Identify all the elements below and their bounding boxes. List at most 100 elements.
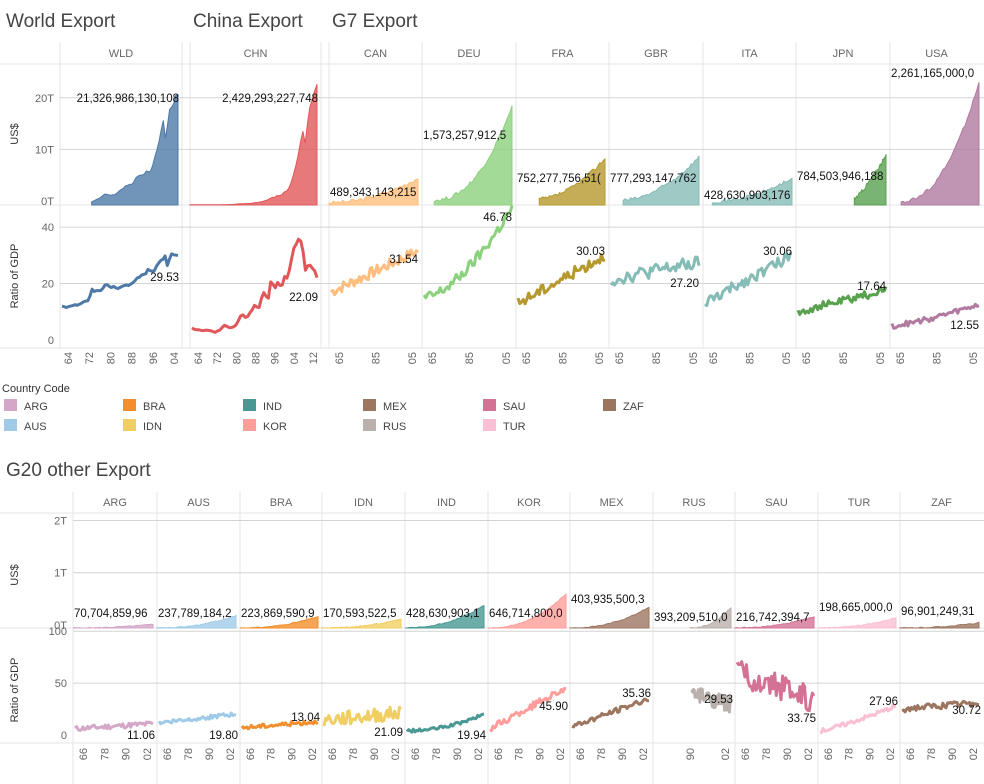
column-header-ind: IND — [437, 497, 456, 509]
legend-swatch-aus[interactable] — [4, 419, 17, 431]
x-tick-label: 90 — [782, 748, 794, 760]
column-header-fra: FRA — [552, 48, 575, 60]
data-label-mex-usd: 403,935,500,3 — [571, 594, 645, 606]
area-zaf[interactable] — [899, 621, 980, 629]
x-tick-label: 78 — [844, 748, 856, 760]
x-tick-label: 02 — [803, 748, 815, 760]
area-tur[interactable] — [817, 617, 897, 629]
data-label-deu-ratio: 46.78 — [483, 212, 512, 224]
line-ind[interactable] — [405, 712, 485, 734]
area-gbr[interactable] — [622, 155, 700, 206]
area-usa[interactable] — [900, 82, 980, 206]
line-idn[interactable] — [322, 705, 403, 727]
legend-swatch-mex[interactable] — [363, 399, 376, 411]
x-tick-label: 02 — [390, 748, 402, 760]
x-tick-label: 85 — [464, 352, 476, 364]
data-label-tur-usd: 198,665,000,0 — [819, 602, 893, 614]
line-tur[interactable] — [819, 703, 897, 735]
x-tick-label: 05 — [407, 352, 419, 364]
line-usa[interactable] — [890, 302, 980, 330]
line-ita[interactable] — [704, 252, 793, 308]
column-header-zaf: ZAF — [931, 497, 952, 509]
x-tick-label: 78 — [514, 748, 526, 760]
x-tick-label: 85 — [838, 352, 850, 364]
area-arg[interactable] — [72, 623, 154, 629]
legend-swatch-idn[interactable] — [123, 419, 136, 431]
x-tick-label: 78 — [99, 748, 111, 760]
line-sau[interactable] — [735, 660, 816, 713]
x-tick-label: 65 — [614, 352, 626, 364]
data-label-kor-usd: 646,714,800,0 — [489, 608, 563, 620]
area-wld[interactable] — [91, 94, 179, 206]
y-tick-label: 20 — [42, 279, 54, 291]
data-label-rus-usd: 393,209,510,0 — [654, 612, 728, 624]
line-kor[interactable] — [489, 686, 567, 733]
line-gbr[interactable] — [609, 255, 701, 287]
area-mex[interactable] — [569, 606, 650, 629]
x-tick-label: 88 — [251, 352, 263, 364]
x-tick-label: 66 — [327, 748, 339, 760]
line-can[interactable] — [330, 248, 419, 297]
y-tick-label: 2T — [54, 515, 67, 527]
data-label-kor-ratio: 45.90 — [539, 701, 568, 713]
data-label-usa-ratio: 12.55 — [950, 320, 979, 332]
area-deu[interactable] — [433, 105, 513, 206]
data-label-arg-usd: 70,704,859,96 — [74, 608, 148, 620]
x-tick-label: 04 — [169, 352, 181, 364]
legend-swatch-tur[interactable] — [483, 419, 496, 431]
x-tick-label: 05 — [501, 352, 513, 364]
data-label-aus-ratio: 19.80 — [209, 730, 238, 742]
y-axis-label-ratio-top: Ratio of GDP — [9, 244, 21, 309]
area-fra[interactable] — [538, 158, 606, 206]
x-tick-label: 80 — [105, 352, 117, 364]
area-ind[interactable] — [405, 605, 485, 629]
line-arg[interactable] — [74, 720, 154, 732]
x-tick-label: 78 — [183, 748, 195, 760]
data-label-aus-usd: 237,789,184,2 — [158, 608, 232, 620]
legend-swatch-zaf[interactable] — [603, 399, 616, 411]
x-tick-label: 12 — [308, 352, 320, 364]
legend-swatch-bra[interactable] — [123, 399, 136, 411]
data-label-tur-ratio: 27.96 — [869, 696, 898, 708]
legend-item-arg: ARG — [24, 401, 48, 413]
y-axis-label-usd-top: US$ — [9, 123, 21, 144]
x-tick-label: 72 — [84, 352, 96, 364]
y-axis-label-ratio-bottom: Ratio of GDP — [9, 658, 21, 723]
line-zaf[interactable] — [901, 699, 980, 714]
line-mex[interactable] — [571, 697, 650, 729]
line-rus[interactable] — [690, 687, 733, 714]
area-sau[interactable] — [734, 616, 815, 629]
area-bra[interactable] — [239, 615, 319, 629]
legend-swatch-kor[interactable] — [243, 419, 256, 431]
line-chn[interactable] — [191, 237, 319, 334]
line-fra[interactable] — [516, 253, 606, 306]
column-header-chn: CHN — [244, 48, 268, 60]
line-wld[interactable] — [61, 252, 179, 309]
column-header-bra: BRA — [270, 497, 293, 509]
data-label-ind-ratio: 19.94 — [457, 730, 486, 742]
area-chn[interactable] — [189, 84, 318, 206]
area-aus[interactable] — [156, 614, 237, 629]
legend-swatch-sau[interactable] — [483, 399, 496, 411]
data-label-jpn-usd: 784,503,946,188 — [797, 171, 883, 183]
x-tick-label: 66 — [493, 748, 505, 760]
y-tick-label: 0T — [41, 196, 54, 208]
x-tick-label: 02 — [307, 748, 319, 760]
x-tick-label: 02 — [638, 748, 650, 760]
area-idn[interactable] — [321, 618, 402, 629]
line-aus[interactable] — [157, 711, 237, 726]
line-jpn[interactable] — [796, 286, 888, 316]
area-kor[interactable] — [488, 593, 567, 629]
line-deu[interactable] — [422, 205, 514, 300]
line-bra[interactable] — [240, 719, 319, 731]
legend-swatch-ind[interactable] — [243, 399, 256, 411]
x-tick-label: 85 — [651, 352, 663, 364]
area-jpn[interactable] — [853, 154, 887, 206]
legend-swatch-arg[interactable] — [4, 399, 17, 411]
area-can[interactable] — [328, 178, 419, 206]
area-rus[interactable] — [689, 607, 732, 629]
area-ita[interactable] — [711, 177, 793, 206]
legend-swatch-rus[interactable] — [363, 419, 376, 431]
column-header-usa: USA — [925, 48, 948, 60]
data-label-sau-usd: 216,742,394,7 — [736, 612, 810, 624]
